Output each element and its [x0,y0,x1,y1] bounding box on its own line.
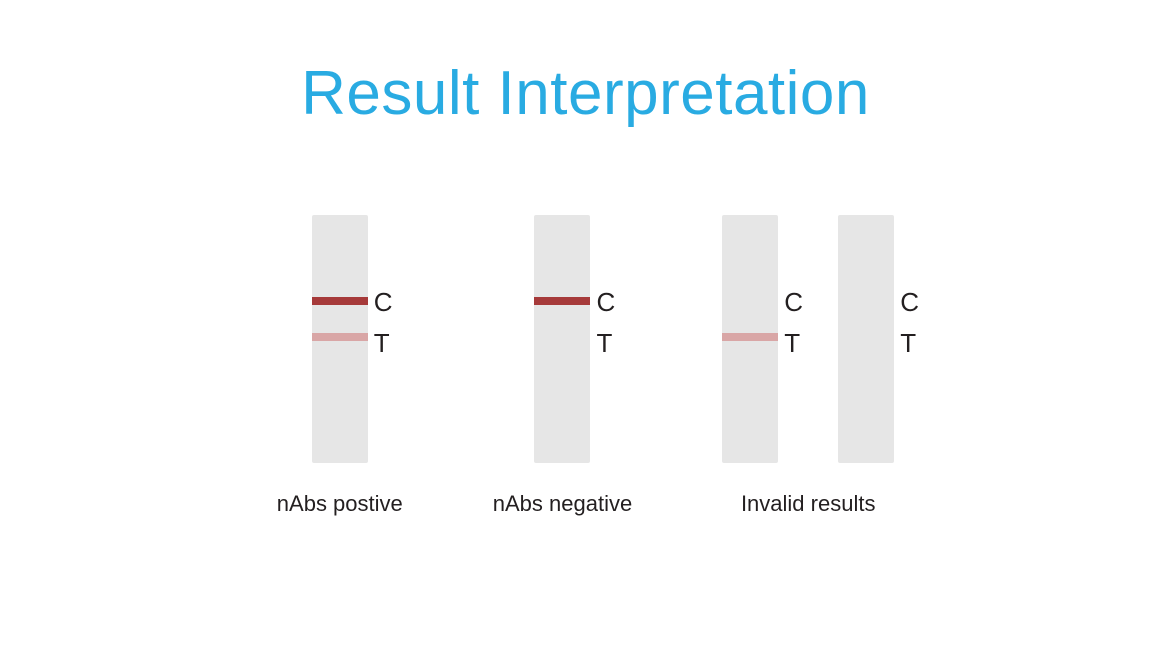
strip-wrap: CT [722,215,778,463]
t-letter: T [784,328,803,359]
panels-container: CTnAbs postiveCTnAbs negativeCTCTInvalid… [0,215,1171,517]
panel-label: nAbs postive [277,491,403,517]
strips-row: CTCT [722,215,894,463]
c-line [534,297,590,305]
strip-wrap: CT [312,215,368,463]
c-letter: C [900,287,919,318]
test-strip [534,215,590,463]
c-letter: C [374,287,393,318]
panel-label: nAbs negative [493,491,632,517]
t-letter: T [374,328,393,359]
strip-letters: CT [784,287,803,359]
t-line [722,333,778,341]
strips-row: CT [534,215,590,463]
t-letter: T [900,328,919,359]
c-line [312,297,368,305]
panel-invalid: CTCTInvalid results [722,215,894,517]
strips-row: CT [312,215,368,463]
page-title: Result Interpretation [0,58,1171,129]
test-strip [838,215,894,463]
strip-wrap: CT [534,215,590,463]
strip-wrap: CT [838,215,894,463]
t-letter: T [596,328,615,359]
panel-label: Invalid results [741,491,876,517]
c-letter: C [784,287,803,318]
strip-letters: CT [374,287,393,359]
c-letter: C [596,287,615,318]
panel-negative: CTnAbs negative [493,215,632,517]
t-line [312,333,368,341]
strip-letters: CT [900,287,919,359]
test-strip [722,215,778,463]
strip-letters: CT [596,287,615,359]
panel-positive: CTnAbs postive [277,215,403,517]
test-strip [312,215,368,463]
